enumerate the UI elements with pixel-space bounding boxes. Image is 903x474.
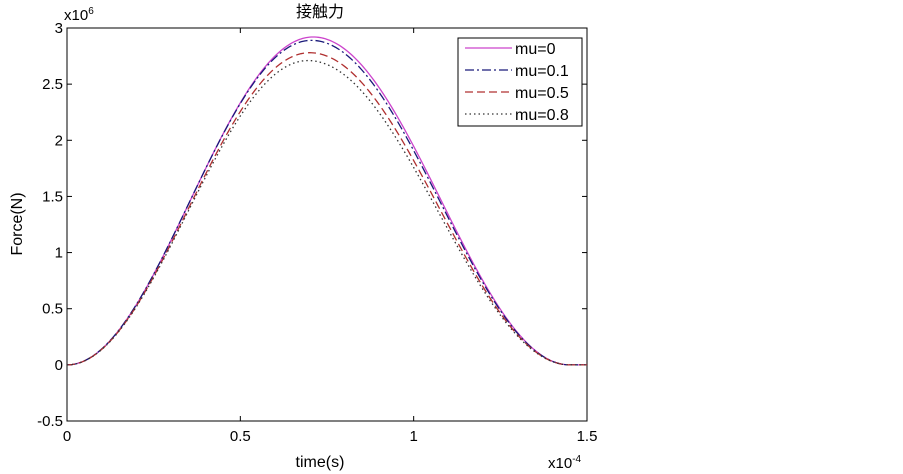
y-tick-label: 3 [55, 20, 63, 37]
y-tick-label: 1 [55, 245, 63, 262]
y-axis-ticks: -0.5 0 0.5 1 1.5 2 2.5 3 [37, 20, 587, 430]
y-tick-label: 0.5 [42, 301, 63, 318]
y-multiplier-exponent: 6 [88, 6, 94, 17]
y-tick-label: 2.5 [42, 76, 63, 93]
series-line-mu-0-5 [66, 52, 587, 366]
y-tick-label: -0.5 [37, 413, 63, 430]
legend-label: mu=0 [515, 41, 556, 58]
x-tick-label: 0.5 [230, 428, 251, 445]
legend-box [457, 37, 583, 127]
y-axis-label: Force(N) [9, 192, 26, 255]
series-line-mu-0-8 [66, 59, 587, 366]
y-tick-label: 2 [55, 132, 63, 149]
x-multiplier: x10-4 [548, 454, 582, 472]
x-tick-label: 0 [63, 428, 71, 445]
series-line-mu-0 [66, 36, 587, 366]
legend: mu=0 mu=0.1 mu=0.5 mu=0.8 [457, 37, 583, 127]
legend-label: mu=0.1 [515, 63, 569, 80]
x-axis-ticks: 0 0.5 1 1.5 [63, 28, 598, 445]
y-multiplier: x106 [64, 6, 94, 24]
chart-title: 接触力 [296, 2, 344, 21]
series-lines [66, 36, 587, 366]
legend-label: mu=0.5 [515, 85, 569, 102]
x-multiplier-exponent: -4 [572, 454, 581, 465]
legend-label: mu=0.8 [515, 107, 569, 124]
x-tick-label: 1 [409, 428, 417, 445]
y-tick-label: 1.5 [42, 188, 63, 205]
x-tick-label: 1.5 [577, 428, 598, 445]
x-axis-label: time(s) [296, 454, 345, 471]
y-tick-label: 0 [55, 357, 63, 374]
